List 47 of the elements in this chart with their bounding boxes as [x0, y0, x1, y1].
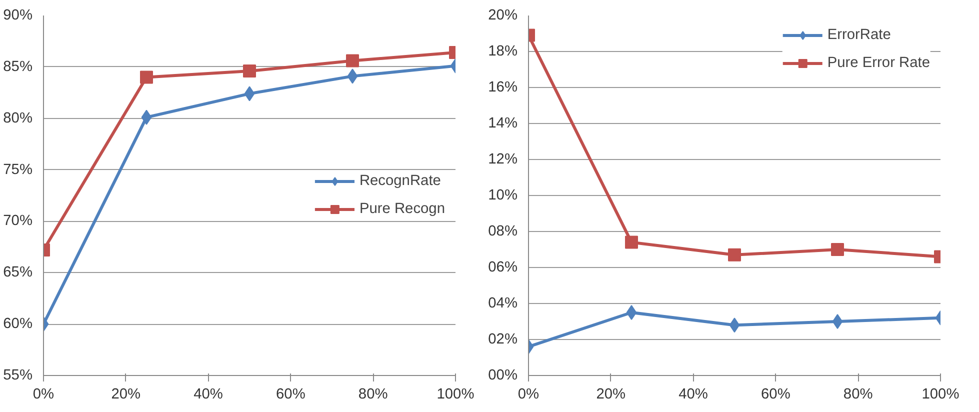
x-tick-label: 0%	[518, 386, 540, 402]
x-tick-label: 60%	[276, 386, 306, 402]
y-tick-label: 04%	[488, 296, 518, 312]
point	[831, 243, 844, 256]
y-tick-label: 65%	[3, 264, 33, 281]
x-tick-label: 40%	[194, 386, 223, 402]
y-tick-label: 20%	[488, 8, 518, 24]
point	[141, 110, 152, 125]
y-tick-label: 70%	[3, 213, 33, 230]
y-tick-label: 12%	[488, 152, 518, 168]
y-tick-label: 08%	[488, 224, 518, 240]
legend-label: Pure Recogn	[359, 201, 445, 217]
y-tick-label: 00%	[488, 368, 518, 384]
y-tick-label: 14%	[488, 116, 518, 132]
y-tick-label: 55%	[3, 368, 33, 384]
y-tick-label: 18%	[488, 44, 518, 60]
legend-label: ErrorRate	[827, 27, 891, 43]
legend-label: RecognRate	[359, 173, 441, 189]
point	[347, 68, 358, 84]
x-tick-label: 80%	[358, 386, 388, 402]
point	[728, 248, 741, 262]
point	[625, 236, 638, 249]
y-tick-label: 16%	[488, 80, 518, 96]
x-tick-label: 80%	[843, 386, 873, 402]
point	[729, 318, 740, 333]
y-tick-label: 75%	[3, 162, 33, 178]
x-tick-label: 100%	[922, 386, 960, 402]
y-tick-label: 60%	[3, 316, 33, 332]
x-tick-label: 100%	[436, 386, 474, 402]
point	[140, 70, 153, 84]
y-tick-label: 85%	[3, 58, 33, 75]
point	[626, 305, 637, 320]
point	[832, 314, 843, 329]
y-tick-label: 02%	[488, 332, 518, 348]
point	[243, 64, 256, 78]
x-tick-label: 20%	[111, 386, 141, 402]
point	[346, 54, 359, 68]
y-tick-label: 90%	[3, 8, 33, 24]
y-tick-label: 06%	[488, 260, 518, 276]
x-tick-label: 0%	[32, 386, 54, 402]
y-tick-label: 10%	[488, 188, 518, 204]
x-tick-label: 20%	[596, 386, 626, 402]
x-tick-label: 40%	[678, 386, 708, 402]
legend-label: Pure Error Rate	[827, 55, 930, 71]
x-tick-label: 60%	[761, 386, 790, 402]
point	[244, 86, 255, 102]
y-tick-label: 80%	[3, 110, 33, 126]
